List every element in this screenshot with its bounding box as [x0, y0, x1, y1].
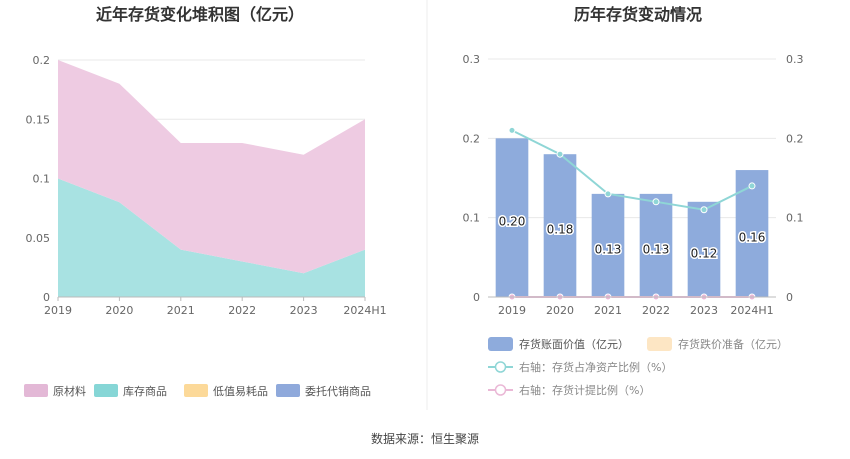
right-axes: 0 0.1 0.2 0.3 0 0.1 0.2 0.3 2019 2020 2021 2022 2023… — [463, 53, 804, 317]
left-legend-label: 原材料 — [53, 384, 86, 398]
left-x-tick-label: 2023 — [290, 304, 318, 317]
left-legend-swatch — [184, 384, 208, 397]
legend-swatch-book-value — [488, 337, 513, 351]
right-x-tick-label: 2022 — [642, 304, 670, 317]
right-y-tick-label: 0.2 — [463, 132, 481, 145]
left-axes: 0 0.05 0.1 0.15 0.2 2019 2020 2021 2022 2023 2024H… — [26, 54, 387, 317]
right-y-tick-label: 0 — [473, 291, 480, 304]
net-assets-ratio-point — [556, 150, 564, 158]
inventory-value-bar — [543, 154, 577, 297]
legend-marker-net-assets-ratio — [494, 361, 507, 373]
area-inventory-goods — [58, 178, 365, 297]
right-x-tick-label: 2021 — [594, 304, 622, 317]
left-area-series — [58, 60, 365, 297]
bar-value-label: 0.20 — [499, 215, 526, 229]
bar-value-label: 0.18 — [547, 223, 574, 237]
legend-label-provision-ratio: 右轴：存货计提比例（%） — [519, 383, 650, 397]
legend-label-book-value: 存货账面价值（亿元） — [519, 337, 629, 351]
right-y-tick-label: 0.3 — [463, 53, 481, 66]
right-x-tick-label: 2020 — [546, 304, 574, 317]
right-y2-tick-label: 0.3 — [786, 53, 804, 66]
left-y-tick-label: 0.1 — [33, 173, 51, 186]
net-assets-ratio-point — [508, 126, 516, 134]
bar-value-label: 0.13 — [643, 242, 670, 256]
net-assets-ratio-point — [604, 190, 612, 198]
right-x-tick-label: 2024H1 — [730, 304, 773, 317]
inventory-value-bar — [639, 193, 673, 297]
bar-value-label: 0.13 — [595, 242, 622, 256]
net-assets-ratio-point — [748, 182, 756, 190]
area-raw-materials — [58, 60, 365, 274]
legend-label-provision: 存货跌价准备（亿元） — [678, 337, 788, 351]
left-legend-label: 低值易耗品 — [213, 385, 268, 398]
inventory-value-bar — [495, 138, 529, 297]
right-y2-tick-label: 0.1 — [786, 212, 804, 225]
left-x-tick-label: 2020 — [105, 304, 133, 317]
right-bar-series: 0.20 0.18 0.13 0.13 0.12 0.16 — [495, 138, 769, 297]
left-y-tick-label: 0 — [43, 291, 50, 304]
legend-swatch-provision — [647, 337, 672, 351]
left-legend-swatch — [94, 384, 118, 397]
left-x-tick-label: 2024H1 — [343, 304, 386, 317]
left-legend-label: 库存商品 — [123, 384, 167, 398]
right-y2-tick-label: 0.2 — [786, 132, 804, 145]
left-y-tick-label: 0.15 — [26, 113, 51, 126]
net-assets-ratio-point — [652, 198, 660, 206]
right-y-tick-label: 0.1 — [463, 212, 481, 225]
legend-label-net-assets-ratio: 右轴：存货占净资产比例（%） — [519, 360, 672, 374]
left-x-tick-label: 2019 — [44, 304, 72, 317]
left-y-tick-label: 0.05 — [26, 232, 51, 245]
left-legend-swatch — [24, 384, 48, 397]
left-x-tick-label: 2022 — [228, 304, 256, 317]
net-assets-ratio-point — [700, 206, 708, 214]
left-y-tick-label: 0.2 — [33, 54, 51, 67]
left-chart-title: 近年存货变化堆积图（亿元） — [96, 5, 304, 24]
left-x-tick-label: 2021 — [167, 304, 195, 317]
left-legend-label: 委托代销商品 — [305, 384, 371, 398]
right-legend: 存货账面价值（亿元） 存货跌价准备（亿元） 右轴：存货占净资产比例（%） 右轴：存货计… — [488, 337, 788, 397]
right-grid — [488, 58, 776, 298]
net-assets-ratio-line — [511, 129, 753, 211]
right-y2-tick-label: 0 — [786, 291, 793, 304]
right-chart-title: 历年存货变动情况 — [574, 5, 702, 24]
legend-marker-provision-ratio — [494, 384, 507, 396]
right-x-tick-label: 2019 — [498, 304, 526, 317]
left-legend-swatch — [276, 384, 300, 397]
bar-value-label: 0.12 — [691, 246, 718, 260]
inventory-value-bar — [687, 201, 721, 297]
inventory-value-bar — [591, 193, 625, 297]
bar-value-label: 0.16 — [739, 231, 766, 245]
data-source-note: 数据来源：恒生聚源 — [371, 431, 479, 446]
right-x-tick-label: 2023 — [690, 304, 718, 317]
left-legend: 原材料 库存商品 低值易耗品 委托代销商品 — [24, 384, 371, 398]
